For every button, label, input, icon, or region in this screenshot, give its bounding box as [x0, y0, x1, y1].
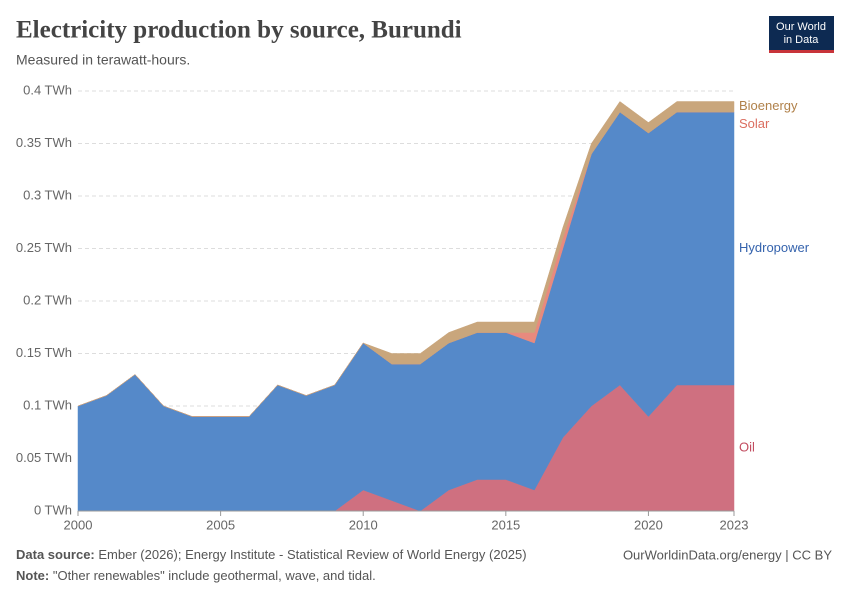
area [77, 101, 735, 417]
x-tick-label: 2023 [720, 517, 749, 532]
logo-stripe [769, 50, 834, 53]
legend-label: Solar [739, 116, 770, 131]
legend-label: Oil [739, 439, 755, 454]
logo-text: in Data [784, 34, 820, 46]
chart-subtitle: Measured in terawatt-hours. [16, 52, 190, 68]
footer-url: OurWorldinData.org/energy | CC BY [623, 547, 832, 562]
y-tick-label: 0.35 TWh [16, 135, 72, 150]
note-label: Note: [16, 568, 49, 583]
footer-note: Note: "Other renewables" include geother… [16, 568, 376, 583]
source-text: Ember (2026); Energy Institute - Statist… [98, 547, 526, 562]
y-tick-label: 0.1 TWh [23, 397, 72, 412]
legend-label: Hydropower [739, 240, 810, 255]
x-tick-label: 2000 [64, 517, 93, 532]
x-tick-label: 2020 [634, 517, 663, 532]
x-tick-label: 2015 [491, 517, 520, 532]
chart-title: Electricity production by source, Burund… [16, 17, 462, 44]
note-text: "Other renewables" include geothermal, w… [53, 568, 376, 583]
y-tick-label: 0.2 TWh [23, 292, 72, 307]
logo-text: Our World [776, 21, 826, 33]
logo-box [769, 16, 834, 50]
source-label: Data source: [16, 547, 95, 562]
x-tick-label: 2010 [349, 517, 378, 532]
y-tick-label: 0.25 TWh [16, 240, 72, 255]
y-tick-label: 0.05 TWh [16, 450, 72, 465]
y-tick-label: 0.4 TWh [23, 82, 72, 97]
y-tick-label: 0.15 TWh [16, 345, 72, 360]
footer-source: Data source: Ember (2026); Energy Instit… [16, 547, 527, 562]
y-tick-label: 0.3 TWh [23, 187, 72, 202]
x-tick-label: 2005 [206, 517, 235, 532]
legend-label: Bioenergy [739, 98, 798, 113]
y-tick-label: 0 TWh [34, 502, 72, 517]
